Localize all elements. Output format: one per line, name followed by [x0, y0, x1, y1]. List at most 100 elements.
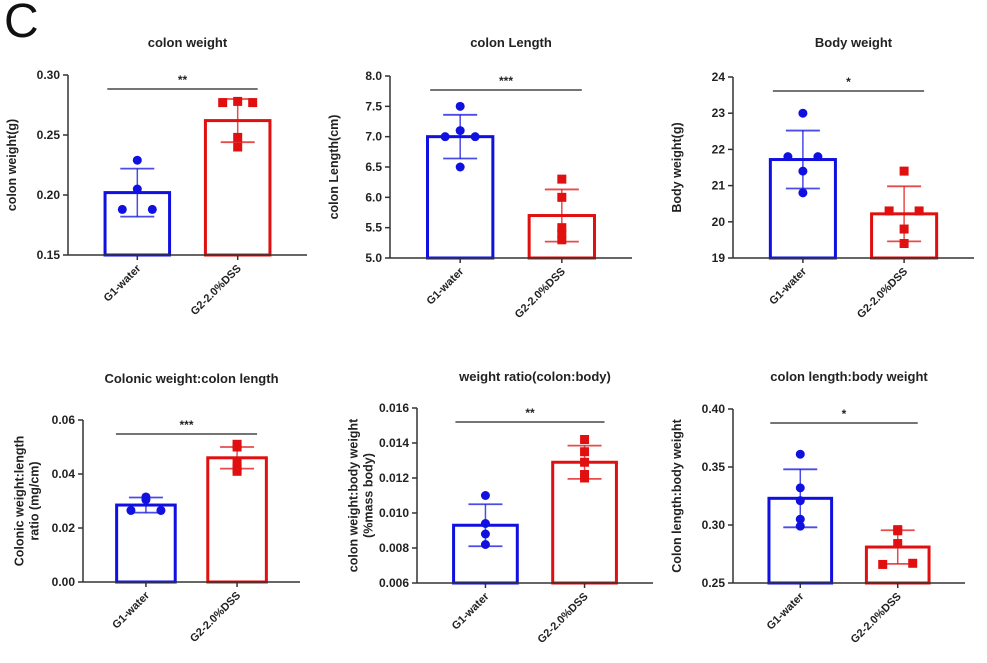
- data-point-g1: [813, 152, 823, 162]
- data-point-g1: [147, 204, 157, 214]
- x-tick-label: G1-water: [767, 265, 809, 307]
- y-tick-label: 0.30: [702, 518, 726, 532]
- y-tick-label: 0.006: [379, 576, 409, 590]
- y-tick-label: 20: [712, 215, 726, 229]
- data-point-g1: [117, 204, 127, 214]
- data-point-g1: [798, 108, 808, 118]
- data-point-g2: [893, 539, 903, 549]
- chart-panel-3: Body weight Body weight(g) 19 20 21 22 23 24 G1-…: [670, 35, 974, 321]
- data-point-g2: [557, 235, 567, 245]
- y-tick-label: 0.010: [379, 506, 409, 520]
- data-point-g1: [440, 132, 450, 142]
- data-point-g2: [233, 96, 243, 106]
- data-point-g1: [455, 101, 465, 111]
- data-point-g2: [580, 457, 590, 467]
- data-point-g1: [795, 449, 805, 459]
- significance-label: *: [842, 407, 847, 421]
- data-point-g2: [899, 166, 909, 176]
- y-tick-label: 7.0: [365, 130, 382, 144]
- data-point-g2: [908, 558, 918, 568]
- data-point-g1: [795, 483, 805, 493]
- data-point-g2: [218, 98, 228, 108]
- y-tick-label: 0.40: [702, 402, 726, 416]
- data-point-g2: [899, 239, 909, 249]
- significance-label: ***: [179, 418, 193, 432]
- data-point-g2: [248, 98, 258, 108]
- data-point-g1: [798, 166, 808, 176]
- chart-title: colon Length: [470, 35, 552, 50]
- data-point-g1: [795, 521, 805, 531]
- data-point-g1: [156, 505, 166, 515]
- y-tick-label: 0.25: [37, 128, 61, 142]
- y-tick-label: 0.15: [37, 248, 61, 262]
- data-point-g2: [884, 206, 894, 216]
- data-point-g2: [580, 447, 590, 457]
- data-point-g2: [232, 457, 242, 467]
- y-axis-label: Colon length:body weight: [670, 418, 684, 572]
- y-axis-label: colon weight:body weight: [347, 418, 361, 572]
- data-point-g2: [914, 206, 924, 216]
- significance-label: ***: [499, 74, 513, 88]
- y-tick-label: 6.0: [365, 190, 382, 204]
- y-tick-label: 19: [712, 251, 726, 265]
- y-tick-label: 23: [712, 106, 726, 120]
- y-tick-label: 6.5: [365, 160, 382, 174]
- data-point-g1: [795, 496, 805, 506]
- y-tick-label: 0.02: [52, 521, 76, 535]
- significance-label: **: [525, 406, 535, 420]
- chart-title: colon weight: [148, 35, 228, 50]
- x-tick-label: G2-2.0%DSS: [188, 590, 243, 645]
- y-tick-label: 24: [712, 70, 726, 84]
- y-tick-label: 0.00: [52, 575, 76, 589]
- data-point-g1: [470, 132, 480, 142]
- data-point-g1: [480, 529, 490, 539]
- x-tick-label: G1-water: [102, 262, 144, 304]
- chart-title: Colonic weight:colon length: [104, 371, 278, 386]
- x-tick-label: G2-2.0%DSS: [849, 591, 904, 646]
- chart-title: weight ratio(colon:body): [458, 369, 611, 384]
- x-tick-label: G1-water: [425, 265, 467, 307]
- x-tick-label: G2-2.0%DSS: [513, 266, 568, 321]
- chart-panel-6: colon length:body weight Colon length:bod…: [670, 369, 965, 646]
- y-axis-label: ratio (mg/cm): [28, 461, 42, 540]
- y-axis-label: Colonic weight:length: [13, 436, 27, 567]
- data-point-g1: [455, 162, 465, 172]
- chart-panel-1: colon weight colon weight(g) 0.15 0.20 0.25 0…: [5, 35, 307, 318]
- bar-g1: [115, 503, 177, 584]
- data-point-g2: [232, 466, 242, 476]
- x-tick-label: G2-2.0%DSS: [855, 266, 910, 321]
- data-point-g1: [480, 491, 490, 500]
- data-point-g2: [878, 559, 888, 569]
- chart-panel-4: Colonic weight:colon length Colonic weigh…: [13, 371, 300, 645]
- bar-g2: [206, 456, 268, 584]
- data-point-g2: [580, 435, 590, 444]
- x-tick-label: G1-water: [765, 590, 807, 632]
- y-tick-label: 0.012: [379, 471, 409, 485]
- data-point-g2: [232, 442, 242, 452]
- significance-label: *: [846, 75, 851, 89]
- chart-title: Body weight: [815, 35, 893, 50]
- data-point-g1: [455, 126, 465, 136]
- y-axis-label: colon weight(g): [5, 119, 19, 211]
- x-tick-label: G2-2.0%DSS: [189, 263, 244, 318]
- y-axis-label: Body weight(g): [670, 122, 684, 212]
- y-tick-label: 21: [712, 179, 726, 193]
- y-tick-label: 0.30: [37, 68, 61, 82]
- data-point-g1: [480, 519, 490, 528]
- data-point-g2: [557, 223, 567, 233]
- data-point-g2: [580, 470, 590, 479]
- y-tick-label: 22: [712, 142, 726, 156]
- y-tick-label: 0.06: [52, 413, 76, 427]
- y-tick-label: 8.0: [365, 69, 382, 83]
- y-tick-label: 0.20: [37, 188, 61, 202]
- chart-title: colon length:body weight: [770, 369, 928, 384]
- y-tick-label: 7.5: [365, 99, 382, 113]
- data-point-g1: [126, 505, 136, 515]
- significance-label: **: [178, 73, 188, 87]
- x-tick-label: G1-water: [450, 590, 492, 632]
- data-point-g1: [783, 152, 793, 162]
- panel-letter: C: [4, 0, 39, 48]
- chart-panel-5: weight ratio(colon:body) colon weight:bod…: [347, 369, 653, 646]
